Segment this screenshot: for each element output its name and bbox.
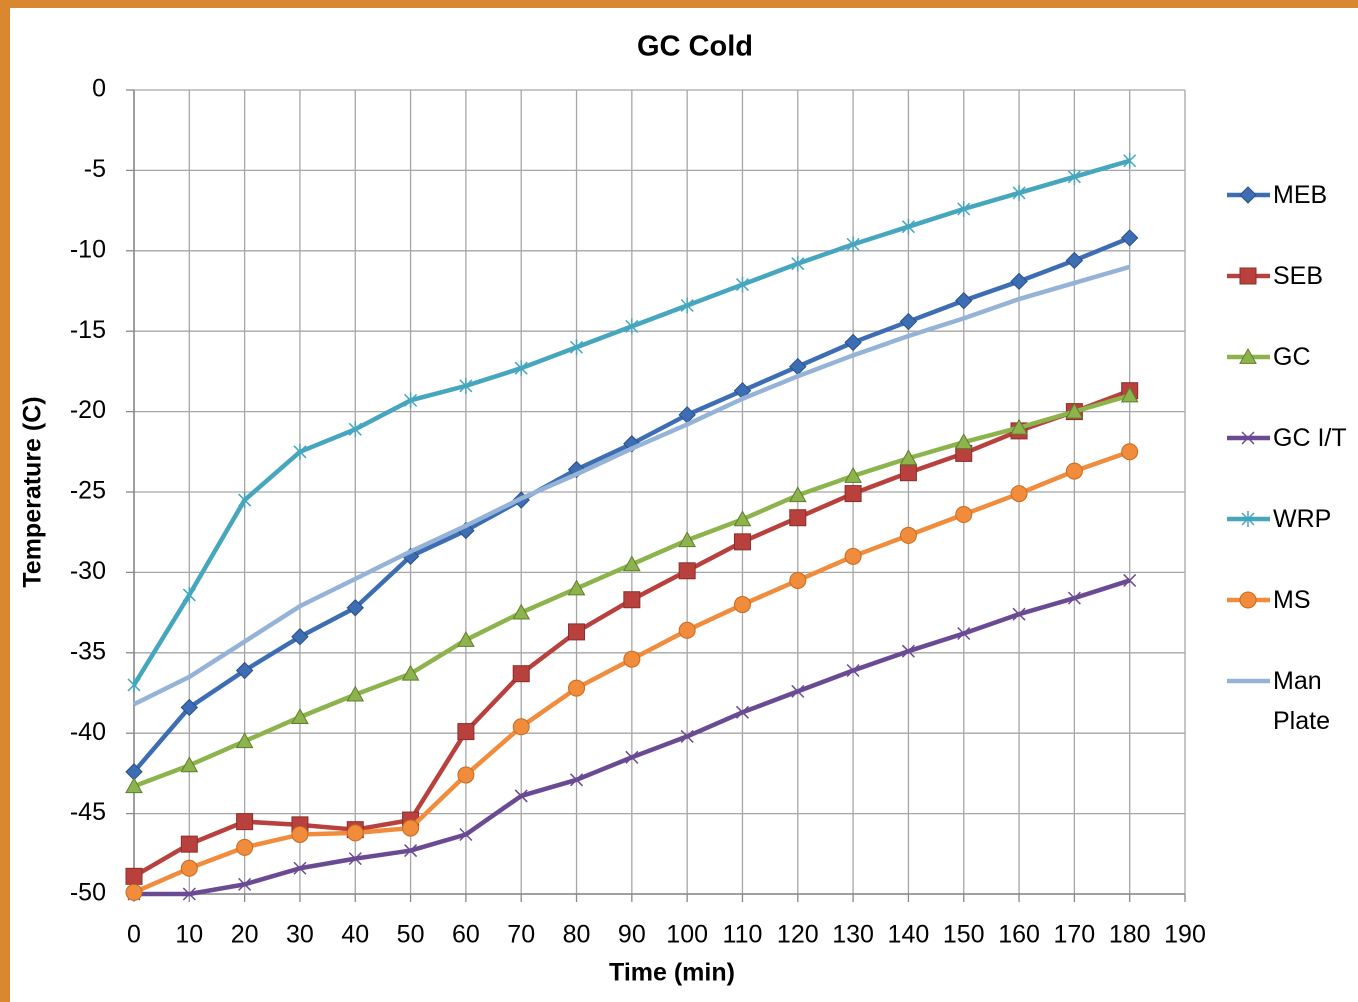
marker xyxy=(126,884,142,900)
marker xyxy=(347,825,363,841)
y-tick-label: -25 xyxy=(70,477,106,505)
y-axis-label: Temperature (C) xyxy=(19,396,47,587)
marker xyxy=(458,724,474,740)
x-tick-label: 40 xyxy=(341,921,369,949)
slide: GC Cold Time (min) Temperature (C) 0 -5 -1… xyxy=(0,0,1358,1002)
y-tick-label: -35 xyxy=(70,637,106,665)
y-tick-label: -45 xyxy=(70,798,106,826)
x-tick-label: 60 xyxy=(452,921,480,949)
x-tick-label: 50 xyxy=(397,921,425,949)
y-tick-label: -10 xyxy=(70,235,106,263)
marker xyxy=(403,820,419,836)
marker xyxy=(900,465,916,481)
marker xyxy=(790,572,806,588)
marker xyxy=(458,767,474,783)
x-tick-label: 150 xyxy=(943,921,985,949)
x-tick-label: 130 xyxy=(832,921,874,949)
y-tick-label: -5 xyxy=(84,155,106,183)
marker xyxy=(181,836,197,852)
y-tick-label: -50 xyxy=(70,879,106,907)
x-tick-label: 170 xyxy=(1054,921,1096,949)
x-tick-label: 140 xyxy=(888,921,930,949)
y-tick-label: 0 xyxy=(92,75,106,103)
marker xyxy=(237,814,253,830)
marker xyxy=(569,680,585,696)
legend-label: Man Plate xyxy=(1273,661,1357,741)
marker xyxy=(624,651,640,667)
marker xyxy=(569,624,585,640)
legend-label: GC I/T xyxy=(1273,418,1357,458)
marker xyxy=(790,510,806,526)
marker xyxy=(956,293,972,309)
x-tick-label: 70 xyxy=(507,921,535,949)
x-tick-label: 0 xyxy=(127,921,141,949)
marker xyxy=(1122,444,1138,460)
marker xyxy=(1011,486,1027,502)
legend-label: MS xyxy=(1273,580,1357,620)
marker xyxy=(237,839,253,855)
x-tick-label: 160 xyxy=(998,921,1040,949)
legend-label: WRP xyxy=(1273,499,1357,539)
legend-label: MEB xyxy=(1273,175,1357,215)
marker xyxy=(1011,273,1027,289)
y-tick-label: -15 xyxy=(70,316,106,344)
x-axis-label: Time (min) xyxy=(609,959,735,987)
legend-label: GC xyxy=(1273,337,1357,377)
marker xyxy=(900,527,916,543)
y-tick-label: -20 xyxy=(70,396,106,424)
marker xyxy=(1122,230,1138,246)
marker xyxy=(513,666,529,682)
marker xyxy=(1240,187,1256,203)
marker xyxy=(1240,592,1256,608)
x-tick-label: 10 xyxy=(175,921,203,949)
x-tick-label: 30 xyxy=(286,921,314,949)
marker xyxy=(734,597,750,613)
marker xyxy=(126,868,142,884)
marker xyxy=(679,622,695,638)
x-tick-label: 120 xyxy=(777,921,819,949)
x-tick-label: 20 xyxy=(231,921,259,949)
marker xyxy=(292,827,308,843)
marker xyxy=(845,548,861,564)
marker xyxy=(181,860,197,876)
x-tick-label: 100 xyxy=(666,921,708,949)
marker xyxy=(624,592,640,608)
marker xyxy=(513,719,529,735)
x-tick-label: 180 xyxy=(1109,921,1151,949)
y-tick-label: -40 xyxy=(70,718,106,746)
marker xyxy=(956,507,972,523)
marker xyxy=(734,534,750,550)
x-tick-label: 190 xyxy=(1164,921,1206,949)
marker xyxy=(900,314,916,330)
y-tick-label: -30 xyxy=(70,557,106,585)
chart: GC Cold Time (min) Temperature (C) 0 -5 -1… xyxy=(0,0,1358,1002)
marker xyxy=(845,334,861,350)
marker xyxy=(845,486,861,502)
legend-label: SEB xyxy=(1273,256,1357,296)
chart-title: GC Cold xyxy=(637,31,753,63)
marker xyxy=(1066,252,1082,268)
x-tick-label: 90 xyxy=(618,921,646,949)
marker xyxy=(1240,268,1256,284)
x-tick-label: 80 xyxy=(563,921,591,949)
marker xyxy=(679,563,695,579)
x-tick-label: 110 xyxy=(723,921,763,949)
marker xyxy=(1066,463,1082,479)
